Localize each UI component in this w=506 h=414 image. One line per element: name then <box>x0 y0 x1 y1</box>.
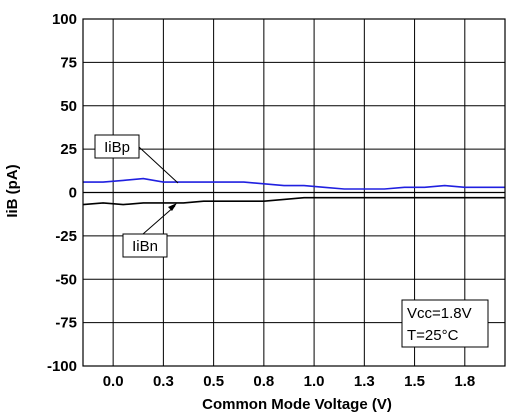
y-tick-label: 0 <box>69 185 77 202</box>
iibn-label-box <box>122 233 168 258</box>
iibp-label: IiBp <box>104 139 130 156</box>
x-tick-label: 0.0 <box>103 373 124 390</box>
x-tick-labels: 0.0 0.3 0.5 0.8 1.0 1.3 1.5 1.8 <box>103 373 476 390</box>
x-tick-label: 1.5 <box>404 373 425 390</box>
conditions-box <box>401 299 489 348</box>
y-axis-title: IiB (pA) <box>4 164 21 217</box>
y-tick-labels: 100 75 50 25 0 -25 -50 -75 -100 <box>47 11 77 375</box>
iibp-label-box <box>94 134 140 159</box>
plot-frame <box>82 18 506 367</box>
x-tick-label: 0.8 <box>253 373 274 390</box>
iibn-leader-line <box>142 205 176 235</box>
x-axis-title: Common Mode Voltage (V) <box>202 396 392 413</box>
series-line-iibp <box>83 177 505 190</box>
y-tick-label: -50 <box>55 271 77 288</box>
y-tick-label: -25 <box>55 228 77 245</box>
iibp-leader-line <box>138 146 179 184</box>
y-tick-label: 25 <box>60 141 77 158</box>
y-tick-label: -100 <box>47 358 77 375</box>
series-layer <box>82 177 505 206</box>
x-tick-label: 1.0 <box>304 373 325 390</box>
series-line-iibn <box>82 196 505 206</box>
iibn-label: IiBn <box>132 238 158 255</box>
condition-temp: T=25°C <box>407 327 459 344</box>
y-tick-label: 50 <box>60 98 77 115</box>
x-tick-label: 1.3 <box>354 373 375 390</box>
x-tick-label: 0.3 <box>153 373 174 390</box>
condition-vcc: Vcc=1.8V <box>407 305 472 322</box>
x-tick-label: 0.5 <box>203 373 224 390</box>
iibn-arrowhead <box>168 203 177 211</box>
y-tick-label: 100 <box>52 11 77 28</box>
y-tick-label: 75 <box>60 54 77 71</box>
y-tick-label: -75 <box>55 315 77 332</box>
x-tick-label: 1.8 <box>454 373 475 390</box>
